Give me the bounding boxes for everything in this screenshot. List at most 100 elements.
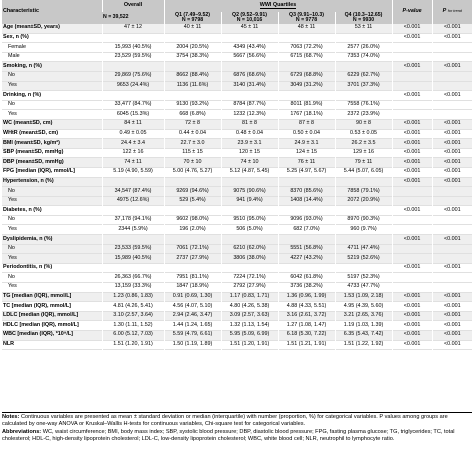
cell-q1: 9602 (98.0%) xyxy=(163,215,221,225)
row-label: Drinking, n (%) xyxy=(2,90,102,101)
row-label: Yes xyxy=(2,282,102,293)
cell-p-trend: <0.001 xyxy=(431,311,473,321)
cell-q1: 2737 (27.9%) xyxy=(163,253,221,264)
cell-q1 xyxy=(163,61,221,72)
cell-p-trend: <0.001 xyxy=(431,320,473,331)
cell-q2: 9510 (95.0%) xyxy=(220,215,278,225)
cell-q4: 0.53 ± 0.05 xyxy=(334,129,393,139)
table-row: No 37,178 (94.1%) 9602 (98.0%) 9510 (95.0%)… xyxy=(2,215,473,225)
table-row: Sex, n (%) <0.001 <0.001 xyxy=(2,33,473,43)
cell-q3: 1767 (18.1%) xyxy=(277,109,335,120)
table-row: TG [median (IQR), mmol/L] 1.23 (0.86, 1.8… xyxy=(2,292,473,302)
cell-q1 xyxy=(163,90,221,101)
cell-overall: 122 ± 16 xyxy=(101,148,164,158)
cell-q1: 2.94 (2.46, 3.47) xyxy=(163,311,221,321)
cell-q1: 2004 (20.5%) xyxy=(163,42,221,53)
table-row: LDLC [median (IQR), mmol/L] 3.10 (2.57, 3… xyxy=(2,311,473,321)
cell-q4 xyxy=(334,61,393,72)
header-quartile-4-label: Q4 (10.3–12.65) xyxy=(344,12,383,18)
cell-p-value: <0.001 xyxy=(391,340,433,350)
cell-p-trend xyxy=(431,215,473,225)
cell-p-trend xyxy=(431,272,473,283)
row-label: TC [median (IQR), mmol/L] xyxy=(2,301,102,312)
cell-p-value: <0.001 xyxy=(391,24,433,34)
cell-p-value xyxy=(391,282,433,293)
cell-q1 xyxy=(163,33,221,43)
cell-q4: 6.35 (5.43, 7.42) xyxy=(334,330,393,341)
cell-p-value: <0.001 xyxy=(391,301,433,312)
row-label: NLR xyxy=(2,340,102,350)
cell-q3: 1.36 (0.96, 1.99) xyxy=(277,292,335,302)
table-row: Yes 2344 (5.9%) 196 (2.0%) 506 (5.0%) 682 (7… xyxy=(2,224,473,235)
cell-p-value xyxy=(391,186,433,197)
cell-q2: 4.80 (4.26, 5.38) xyxy=(220,301,278,312)
cell-q2: 81 ± 8 xyxy=(220,119,278,130)
table-row: No 26,363 (66.7%) 7951 (81.1%) 7224 (72.1%)… xyxy=(2,272,473,283)
cell-q3: 8011 (81.9%) xyxy=(277,100,335,110)
cell-q1: 1.44 (1.24, 1.65) xyxy=(163,320,221,331)
row-label: FPG [median (IQR), mmol/L] xyxy=(2,167,102,177)
cell-q2: 45 ± 11 xyxy=(220,24,278,34)
cell-q2 xyxy=(220,33,278,43)
cell-q3 xyxy=(277,263,335,273)
cell-q3: 6.18 (5.30, 7.22) xyxy=(277,330,335,341)
cell-q1: 5.00 (4.76, 5.27) xyxy=(163,167,221,177)
row-label: WC (mean±SD, cm) xyxy=(2,119,102,130)
cell-p-value xyxy=(391,109,433,120)
cell-overall: 0.49 ± 0.05 xyxy=(101,129,164,139)
cell-q4 xyxy=(334,177,393,187)
cell-p-trend xyxy=(431,244,473,254)
cell-q1: 0.91 (0.69, 1.30) xyxy=(163,292,221,302)
table-row: Yes 9653 (24.4%) 1136 (11.6%) 3140 (31.4%) 3… xyxy=(2,81,473,91)
cell-q3: 24.9 ± 3.1 xyxy=(277,138,335,149)
cell-p-value xyxy=(391,196,433,206)
cell-q2: 74 ± 10 xyxy=(220,157,278,168)
header-quartile-3: Q3 (9.91–10.3) N = 9778 xyxy=(277,12,335,24)
cell-q2: 3140 (31.4%) xyxy=(220,81,278,91)
cell-q4: 2577 (26.0%) xyxy=(334,42,393,53)
cell-p-value: <0.001 xyxy=(391,292,433,302)
footnote-notes: Notes: Continuous variables are presente… xyxy=(2,414,472,429)
cell-q1: 0.44 ± 0.04 xyxy=(163,129,221,139)
cell-q3 xyxy=(277,234,335,245)
cell-q2 xyxy=(220,90,278,101)
cell-p-value xyxy=(391,244,433,254)
cell-q3: 1.51 (1.21, 1.91) xyxy=(277,340,335,350)
table-row: No 34,547 (87.4%) 9269 (94.6%) 9075 (90.6%)… xyxy=(2,186,473,197)
cell-overall: 13,159 (33.3%) xyxy=(101,282,164,293)
row-label: Yes xyxy=(2,81,102,91)
cell-q3 xyxy=(277,177,335,187)
cell-q3: 124 ± 15 xyxy=(277,148,335,158)
cell-q1 xyxy=(163,177,221,187)
cell-q3: 1.27 (1.08, 1.47) xyxy=(277,320,335,331)
row-label: HDLC [median (IQR), mmol/L] xyxy=(2,320,102,331)
cell-p-trend xyxy=(431,186,473,197)
row-label: Smoking, n (%) xyxy=(2,61,102,72)
cell-q4: 5219 (52.6%) xyxy=(334,253,393,264)
row-label: Diabetes, n (%) xyxy=(2,205,102,216)
cell-q3: 3049 (31.2%) xyxy=(277,81,335,91)
cell-p-value: <0.001 xyxy=(391,311,433,321)
cell-q4 xyxy=(334,263,393,273)
cell-p-trend: <0.001 xyxy=(431,167,473,177)
cell-q1: 1.50 (1.19, 1.89) xyxy=(163,340,221,350)
cell-q4: 960 (9.7%) xyxy=(334,224,393,235)
cell-overall: 15,989 (40.5%) xyxy=(101,253,164,264)
header-p-trend-p: P xyxy=(442,8,447,15)
cell-q4: 2372 (23.9%) xyxy=(334,109,393,120)
footnote-notes-text: Continuous variables are presented as me… xyxy=(2,414,448,428)
cell-q2: 1.32 (1.13, 1.54) xyxy=(220,320,278,331)
table-row: WHtR (mean±SD, cm) 0.49 ± 0.05 0.44 ± 0.04… xyxy=(2,129,473,139)
row-label: Yes xyxy=(2,196,102,206)
table-row: Drinking, n (%) <0.001 <0.001 xyxy=(2,90,473,101)
cell-q3 xyxy=(277,90,335,101)
row-label: Periodontitis, n (%) xyxy=(2,263,102,273)
cell-overall: 37,178 (94.1%) xyxy=(101,215,164,225)
row-label: No xyxy=(2,272,102,283)
row-label: TG [median (IQR), mmol/L] xyxy=(2,292,102,302)
cell-p-value: <0.001 xyxy=(391,138,433,149)
table-row: SBP (mean±SD, mmHg) 122 ± 16 115 ± 15 120 ±… xyxy=(2,148,473,158)
cell-q1: 5.59 (4.79, 6.61) xyxy=(163,330,221,341)
cell-p-trend xyxy=(431,81,473,91)
cell-q4 xyxy=(334,205,393,216)
